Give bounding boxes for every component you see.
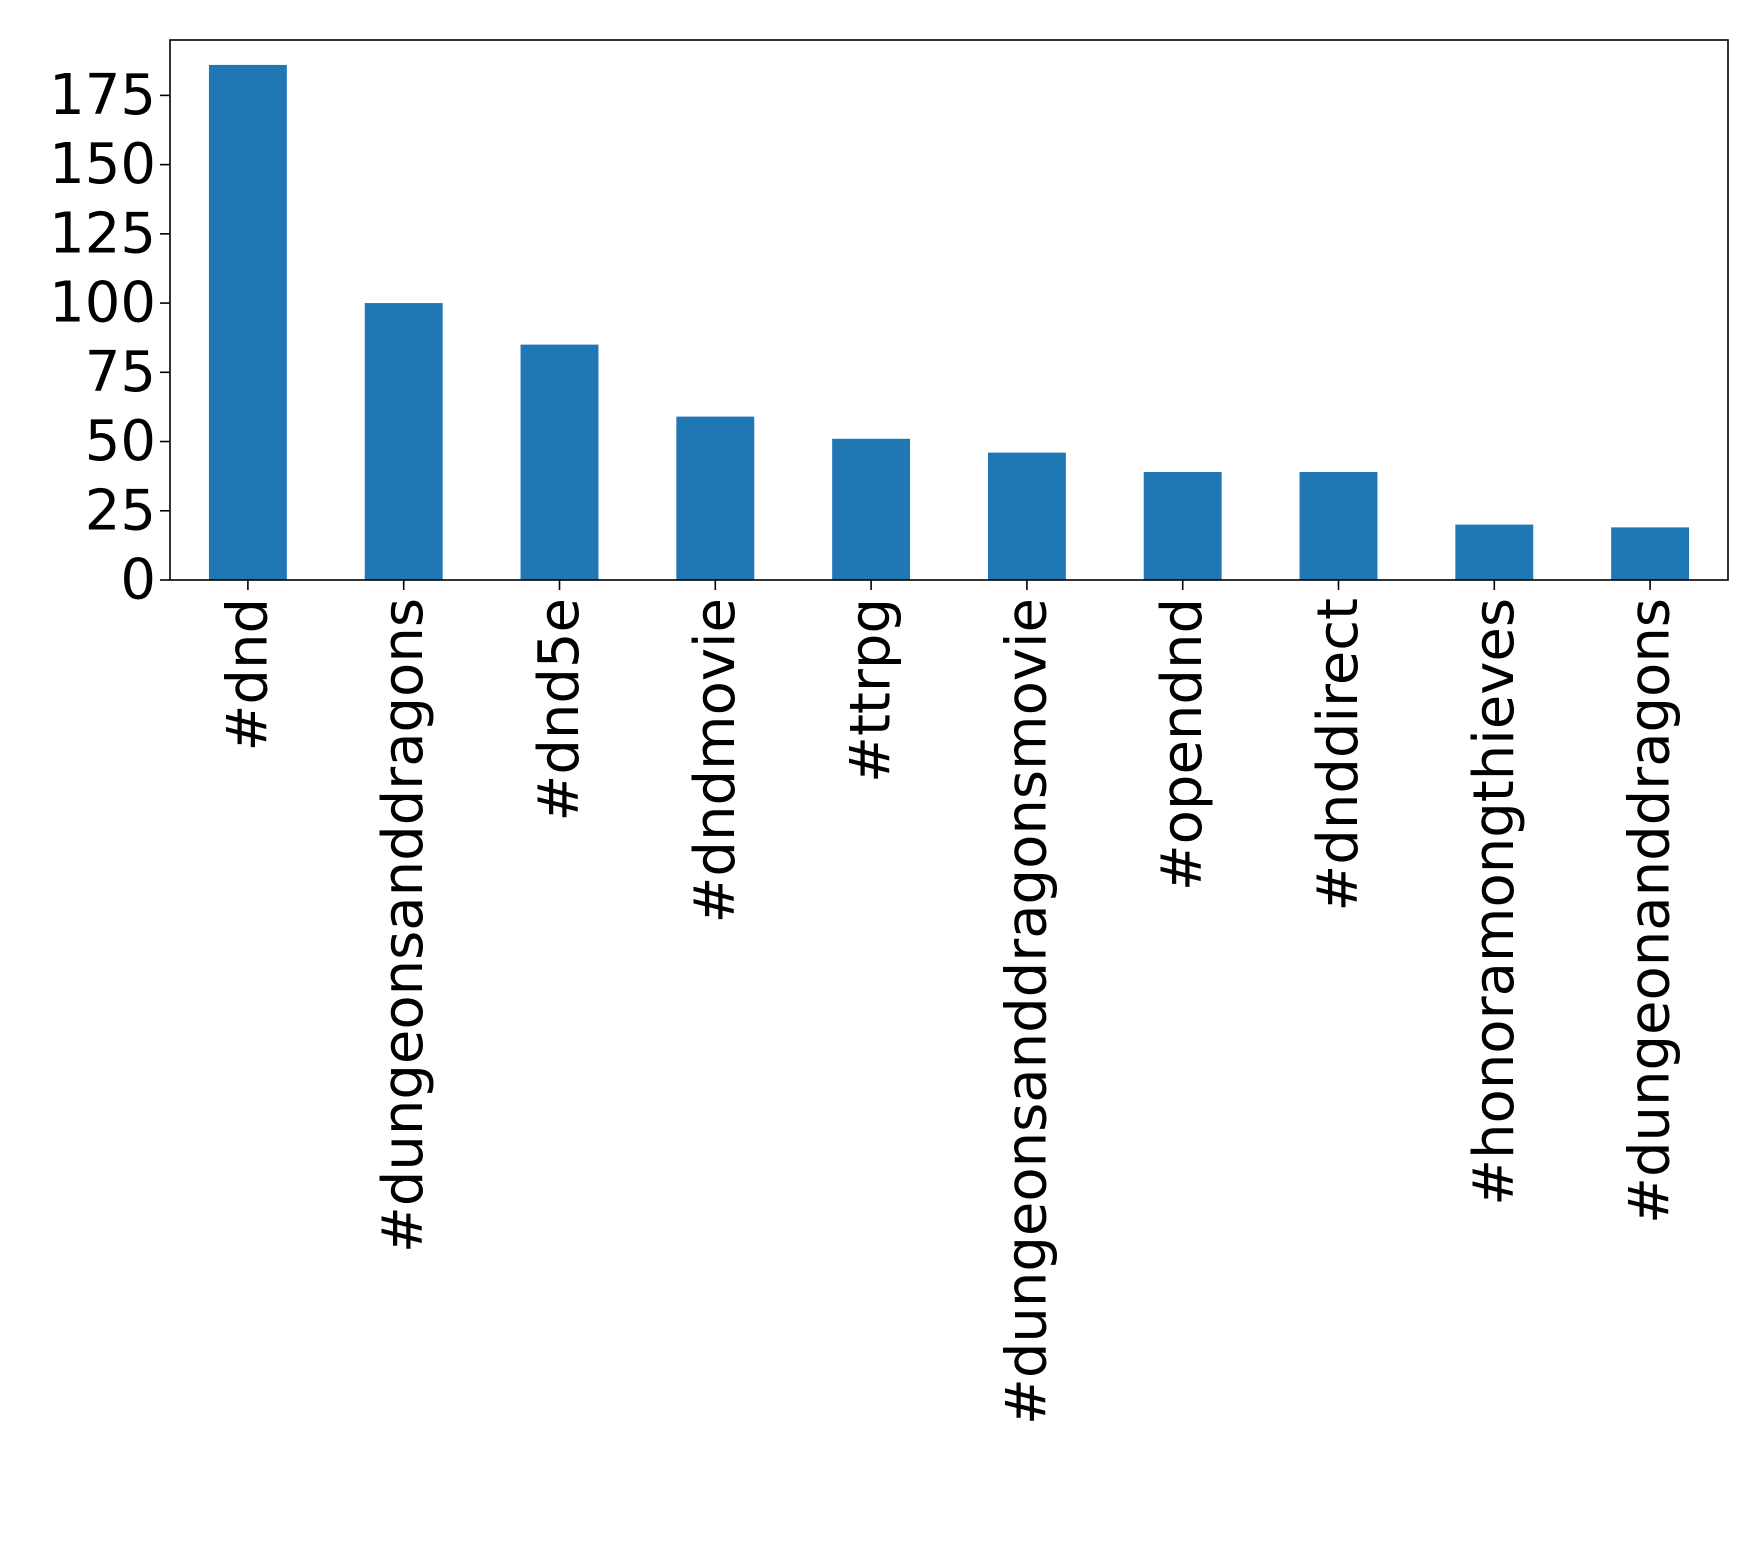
x-tick-label: #dndmovie [683, 598, 748, 923]
x-tick-label: #dnd [215, 598, 280, 752]
x-tick-label: #dungeonsanddragonsmovie [994, 598, 1059, 1425]
bar-opendnd [1143, 472, 1222, 580]
y-tick-label: 150 [49, 132, 156, 197]
x-tick-label: #dnd5e [527, 598, 592, 822]
y-tick-label: 50 [85, 409, 156, 474]
y-tick-label: 75 [85, 340, 156, 405]
y-tick-label: 125 [49, 201, 156, 266]
plot-frame [169, 39, 1729, 581]
bar-dnddirect [1299, 472, 1378, 580]
y-tick-label: 0 [120, 548, 156, 613]
x-tick-label: #dungeonanddragons [1618, 598, 1683, 1224]
bar-dnd5e [520, 344, 599, 580]
bar-dndmovie [676, 416, 755, 580]
bar-dungeonsanddragonsmovie [987, 452, 1066, 580]
x-axis: #dnd #dungeonsanddragons #dnd5e #dndmovie #t… [215, 580, 1683, 1425]
y-tick-label: 100 [49, 271, 156, 336]
bar-ttrpg [832, 438, 911, 580]
bar-dungeonsanddragons [364, 303, 443, 580]
bar-honoramongthieves [1455, 524, 1534, 580]
bar-dungeonanddragons [1611, 527, 1690, 580]
x-tick-label: #dungeonsanddragons [371, 598, 436, 1253]
x-tick-label: #dnddirect [1306, 598, 1371, 912]
x-tick-label: #ttrpg [839, 598, 904, 783]
bars-group [208, 64, 1690, 580]
x-tick-label: #opendnd [1150, 598, 1215, 891]
bar-dnd [208, 64, 287, 580]
y-tick-label: 175 [49, 63, 156, 128]
y-tick-label: 25 [85, 478, 156, 543]
x-tick-label: #honoramongthieves [1462, 598, 1527, 1206]
